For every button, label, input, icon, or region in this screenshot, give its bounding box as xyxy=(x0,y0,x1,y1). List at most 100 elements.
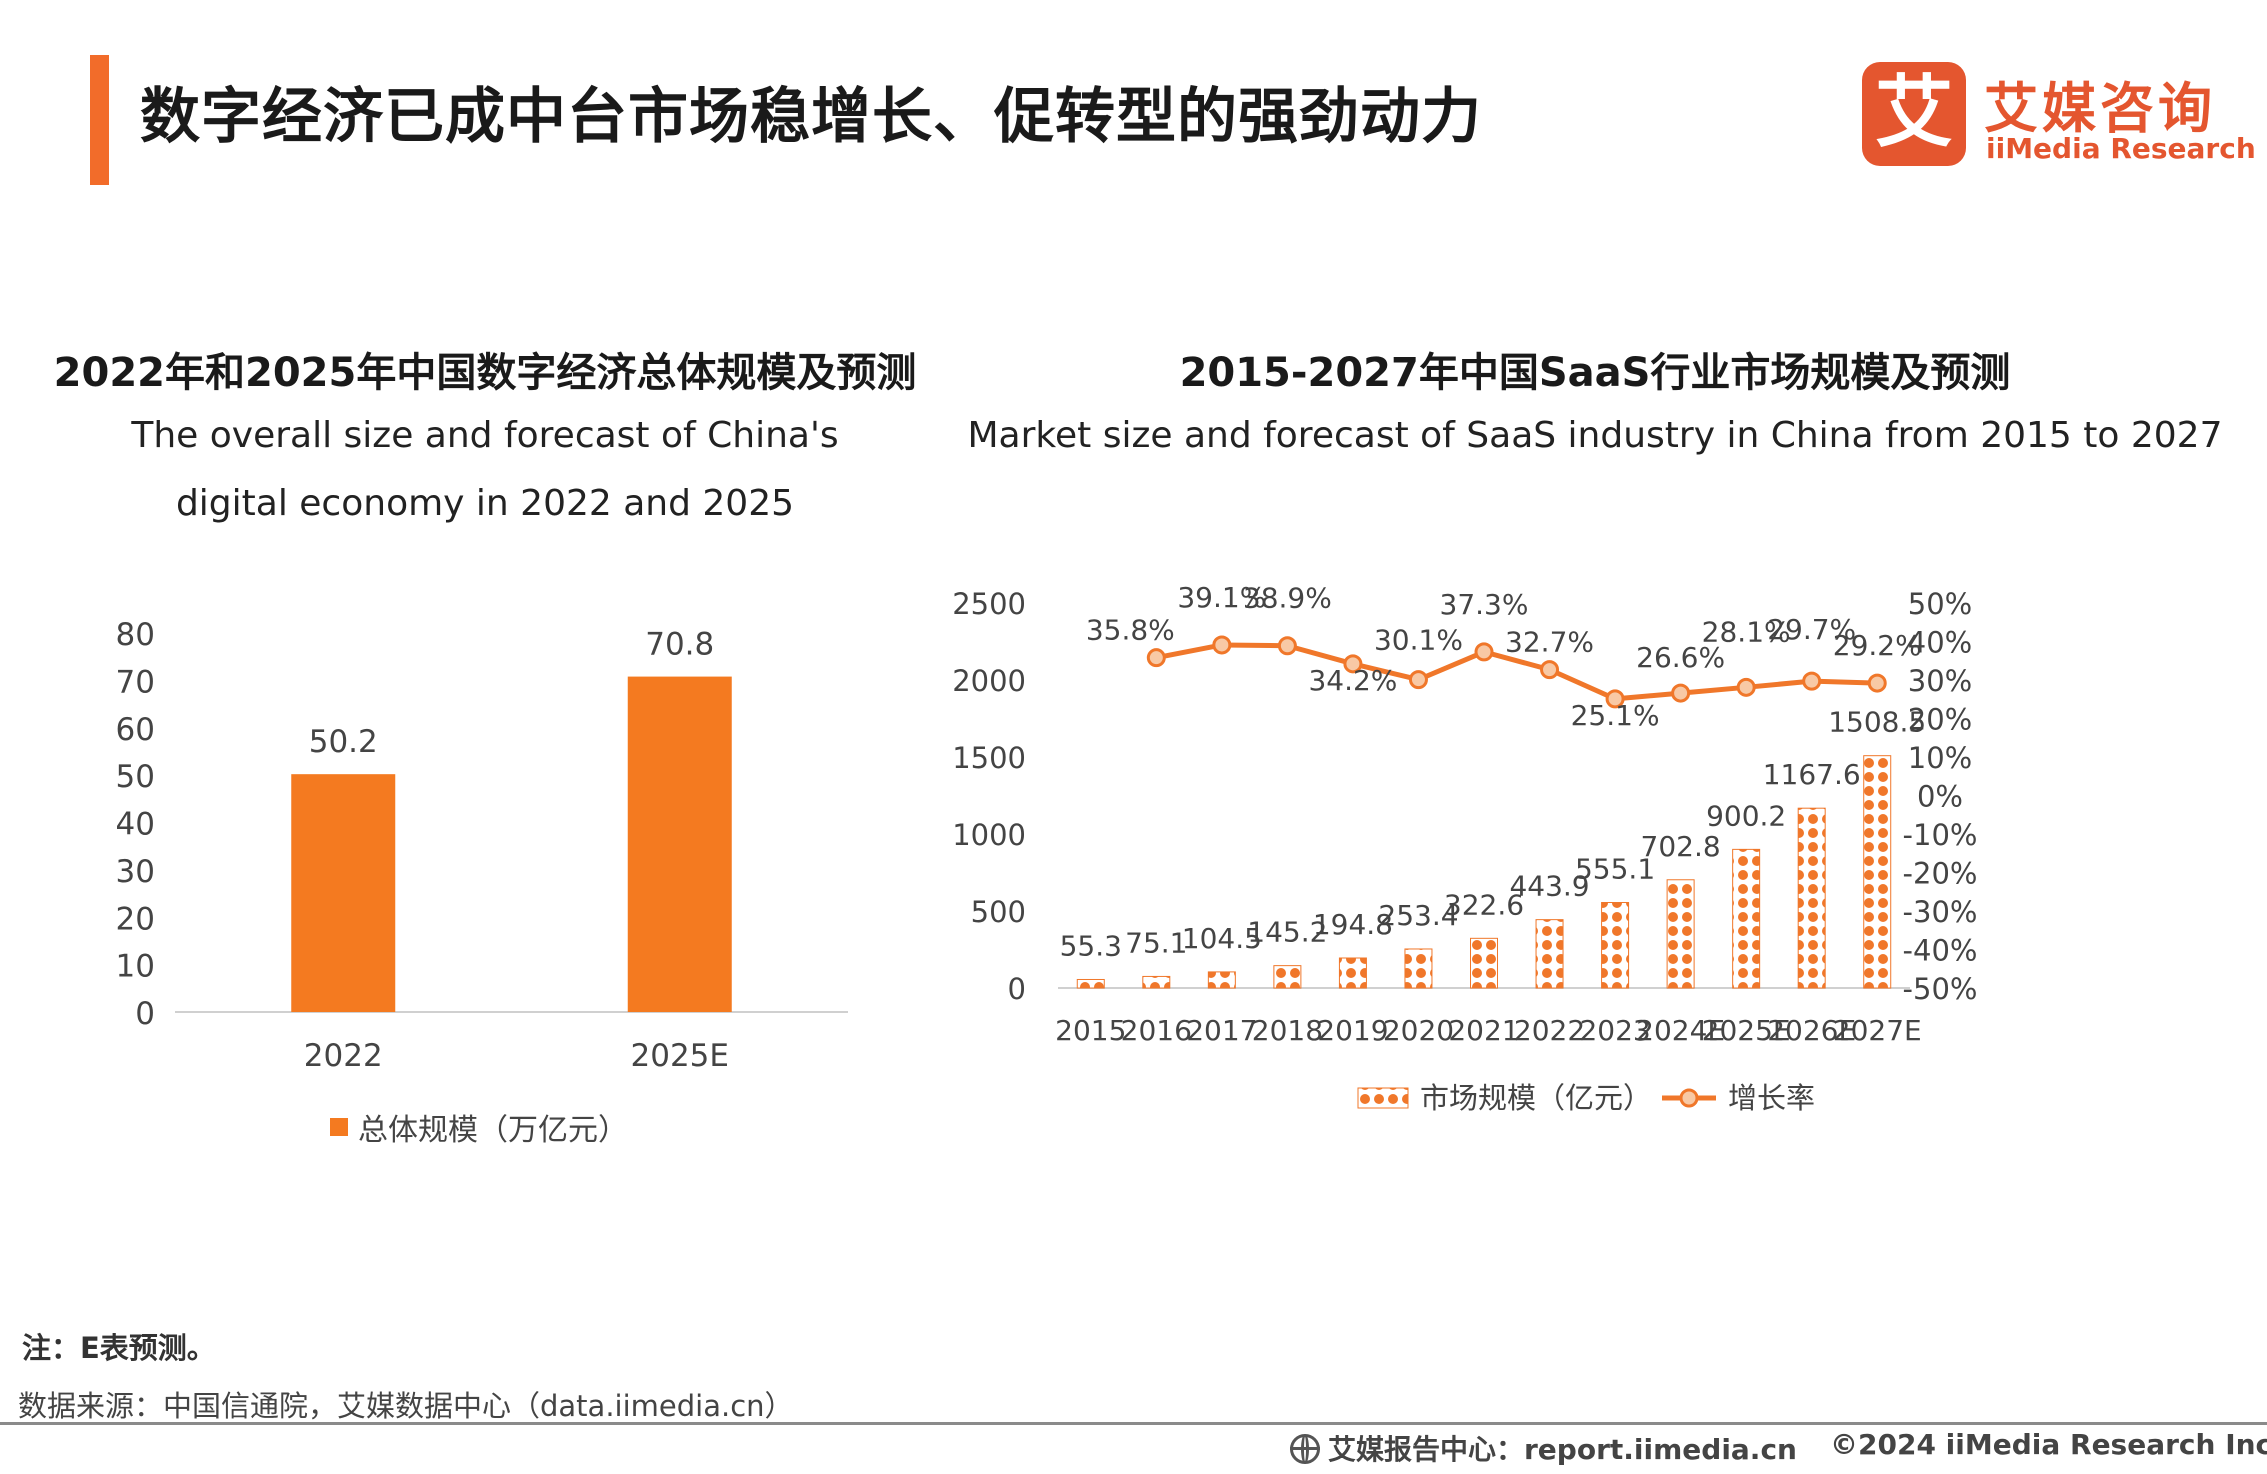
right-chart-title-cn: 2015-2027年中国SaaS行业市场规模及预测 xyxy=(1179,350,2011,396)
x-tick-label: 2026E xyxy=(1767,1014,1856,1047)
bar-data-label: 75.1 xyxy=(1125,926,1187,959)
left-axis-tick-label: 1000 xyxy=(952,818,1026,852)
growth-rate-point xyxy=(1146,648,1166,668)
x-tick-label: 2020 xyxy=(1383,1014,1454,1047)
bar-2021 xyxy=(1470,937,1498,989)
bar-data-label: 253.4 xyxy=(1378,899,1458,932)
legend-swatch xyxy=(330,1118,348,1136)
x-tick-label: 2023 xyxy=(1579,1014,1650,1047)
bar-data-label: 194.8 xyxy=(1313,908,1393,941)
left-axis-tick-label: 1500 xyxy=(952,741,1026,775)
left-chart-title-cn: 2022年和2025年中国数字经济总体规模及预测 xyxy=(53,350,917,396)
growth-rate-label: 34.2% xyxy=(1308,664,1397,697)
bar-data-label: 1167.6 xyxy=(1763,758,1861,791)
y-tick-label: 60 xyxy=(116,712,155,748)
x-tick-label: 2019 xyxy=(1317,1014,1388,1047)
growth-rate-point xyxy=(1540,660,1560,680)
growth-rate-label: 25.1% xyxy=(1571,699,1660,732)
bar-2022 xyxy=(291,774,396,1012)
growth-rate-label: 32.7% xyxy=(1505,626,1594,659)
saas-market-combo-chart: 0 500 1000 1500 2000 2500 -50% -40% -30% -20% -10%… xyxy=(952,581,1978,1115)
right-axis-tick-label: -10% xyxy=(1903,818,1978,852)
bar-data-label: 555.1 xyxy=(1575,853,1655,886)
globe-icon xyxy=(1290,1434,1320,1464)
right-axis-tick-label: 40% xyxy=(1908,626,1972,660)
logo-text-cn: 艾媒咨询 xyxy=(1984,77,2216,140)
growth-rate-line xyxy=(1155,642,1878,702)
growth-rate-label: 38.9% xyxy=(1243,582,1332,615)
growth-rate-label: 35.8% xyxy=(1086,614,1175,647)
bar-2027E xyxy=(1863,755,1892,989)
left-axis-tick-label: 2500 xyxy=(952,587,1026,621)
y-tick-label: 70 xyxy=(116,664,155,700)
footer-copyright: ©2024 iiMedia Research Inc xyxy=(1830,1428,2267,1461)
left-axis-tick-label: 0 xyxy=(1008,972,1026,1006)
data-label: 50.2 xyxy=(309,724,378,760)
bar-2025E xyxy=(627,676,732,1012)
left-axis-tick-label: 500 xyxy=(971,895,1026,929)
y-tick-label: 80 xyxy=(116,617,155,653)
x-tick-label: 2016 xyxy=(1121,1014,1192,1047)
x-tick-label: 2024E xyxy=(1636,1014,1725,1047)
bar-2020 xyxy=(1404,948,1433,989)
bar-data-label: 702.8 xyxy=(1641,830,1721,863)
bar-data-label: 1508.5 xyxy=(1828,706,1926,739)
growth-rate-label: 29.7% xyxy=(1767,613,1856,646)
growth-rate-label: 39.1% xyxy=(1177,581,1266,614)
left-chart-title-en: The overall size and forecast of China's… xyxy=(131,415,839,524)
right-axis-tick-label: -20% xyxy=(1903,857,1978,891)
right-chart-title-en: Market size and forecast of SaaS industr… xyxy=(967,415,2223,456)
y-tick-label: 0 xyxy=(135,996,155,1032)
growth-rate-label: 30.1% xyxy=(1374,624,1463,657)
title-accent-bar xyxy=(90,55,109,185)
iimedia-logo: 艾 艾媒咨询 iiMedia Research xyxy=(1862,62,2256,172)
right-axis-tick-label: -50% xyxy=(1903,972,1978,1006)
x-tick-label: 2018 xyxy=(1252,1014,1323,1047)
y-tick-label: 30 xyxy=(116,854,155,890)
footer-report-text: 艾媒报告中心：report.iimedia.cn xyxy=(1328,1433,1797,1466)
right-axis-tick-label: 10% xyxy=(1908,741,1972,775)
bar-2026E xyxy=(1797,807,1826,989)
right-axis-tick-label: 20% xyxy=(1908,703,1972,737)
right-axis-tick-label: 50% xyxy=(1908,587,1972,621)
growth-rate-label: 29.2% xyxy=(1833,629,1922,662)
digital-economy-bar-chart: 0 10 20 30 40 50 60 70 80 50.2 2022 70.8 2025E 总体规模（万… xyxy=(116,617,848,1148)
legend-line-marker xyxy=(1679,1088,1699,1108)
growth-rate-label: 26.6% xyxy=(1636,641,1725,674)
bar-2022 xyxy=(1535,919,1564,989)
x-tick-label: 2021 xyxy=(1448,1014,1519,1047)
growth-rate-point xyxy=(1212,635,1232,655)
bar-2023 xyxy=(1601,902,1630,989)
right-axis-tick-label: -30% xyxy=(1903,895,1978,929)
legend-bar-label: 市场规模（亿元） xyxy=(1420,1081,1652,1115)
footnote: 注：E表预测。 xyxy=(22,1331,216,1365)
bar-2016 xyxy=(1142,975,1171,989)
right-axis-tick-label: 30% xyxy=(1908,664,1972,698)
bar-2024E xyxy=(1666,879,1695,989)
growth-rate-point xyxy=(1802,671,1822,691)
data-source: 数据来源：中国信通院，艾媒数据中心（data.iimedia.cn） xyxy=(18,1389,794,1423)
bar-2017 xyxy=(1207,971,1236,989)
footer-report-center[interactable]: 艾媒报告中心：report.iimedia.cn xyxy=(1290,1428,1797,1468)
bar-2025E xyxy=(1732,848,1761,989)
x-tick-label: 2025E xyxy=(1702,1014,1791,1047)
x-tick-label: 2017 xyxy=(1186,1014,1257,1047)
bar-2018 xyxy=(1273,965,1302,989)
left-axis-tick-label: 2000 xyxy=(952,664,1026,698)
footer-divider xyxy=(0,1422,2267,1425)
bar-data-label: 104.5 xyxy=(1182,922,1262,955)
bar-data-label: 900.2 xyxy=(1706,799,1786,832)
growth-rate-point xyxy=(1671,683,1691,703)
bar-2015 xyxy=(1076,978,1105,989)
logo-text-en: iiMedia Research xyxy=(1986,132,2256,165)
data-label: 70.8 xyxy=(645,627,714,663)
right-axis-tick-label: -40% xyxy=(1903,934,1978,968)
bar-data-label: 443.9 xyxy=(1509,870,1589,903)
bar-data-label: 55.3 xyxy=(1060,929,1122,962)
bar-2019 xyxy=(1338,957,1367,989)
y-tick-label: 50 xyxy=(116,759,155,795)
growth-rate-point xyxy=(1474,642,1494,662)
growth-rate-point xyxy=(1867,673,1887,693)
growth-rate-point xyxy=(1736,677,1756,697)
y-tick-label: 10 xyxy=(116,949,155,985)
